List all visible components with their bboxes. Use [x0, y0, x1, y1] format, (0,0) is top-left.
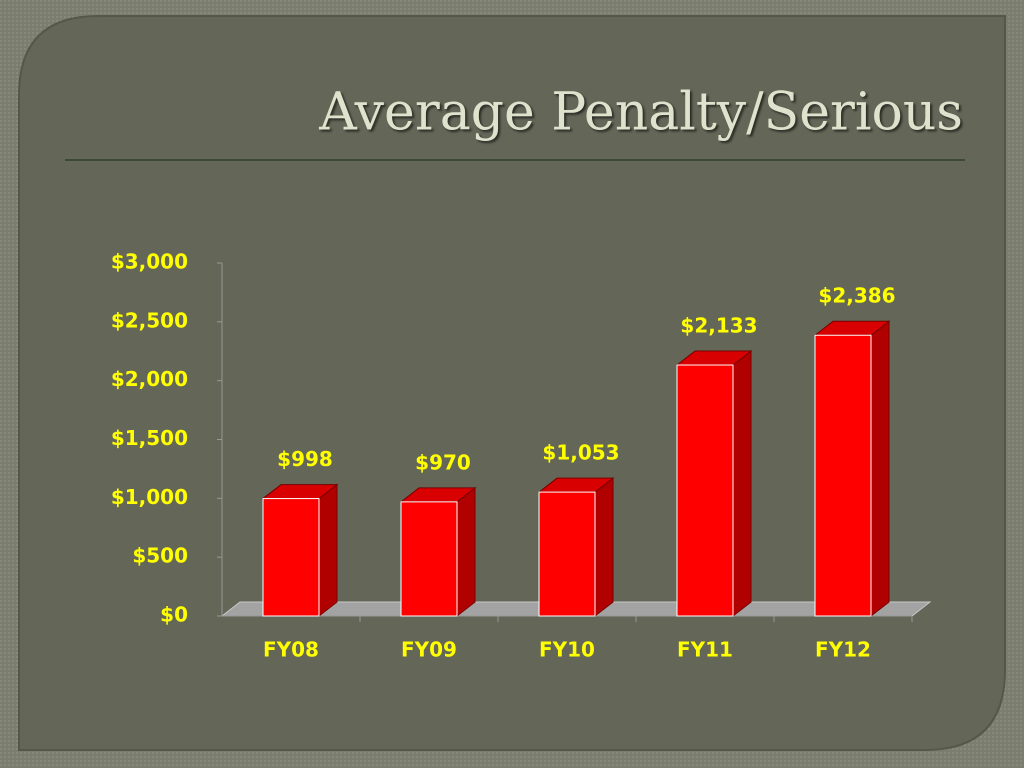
x-tick-label: FY09 — [401, 638, 457, 662]
bar — [262, 498, 320, 617]
y-tick-label: $1,500 — [111, 426, 188, 450]
bar-side — [732, 349, 752, 618]
slide-title: Average Penalty/Serious — [318, 83, 963, 143]
x-tick-label: FY12 — [815, 638, 871, 662]
bar-side — [594, 477, 614, 618]
value-label: $1,053 — [542, 441, 619, 465]
value-label: $970 — [415, 450, 471, 474]
y-tick-label: $2,500 — [111, 308, 188, 332]
x-tick-label: FY08 — [263, 638, 319, 662]
y-tick-label: $1,000 — [111, 485, 188, 509]
bar — [538, 491, 596, 617]
bar — [676, 364, 734, 617]
bar — [814, 334, 872, 617]
x-tick-label: FY11 — [677, 638, 733, 662]
bar-side — [870, 320, 890, 618]
x-tick-label: FY10 — [539, 638, 595, 662]
bar — [400, 501, 458, 617]
y-tick-label: $0 — [160, 603, 188, 627]
value-label: $998 — [277, 447, 333, 471]
bar-side — [318, 483, 338, 618]
value-label: $2,133 — [680, 314, 757, 338]
y-tick-label: $3,000 — [111, 250, 188, 274]
value-label: $2,386 — [818, 284, 895, 308]
y-tick-label: $2,000 — [111, 367, 188, 391]
bar-side — [456, 486, 476, 618]
y-tick-label: $500 — [132, 544, 188, 568]
